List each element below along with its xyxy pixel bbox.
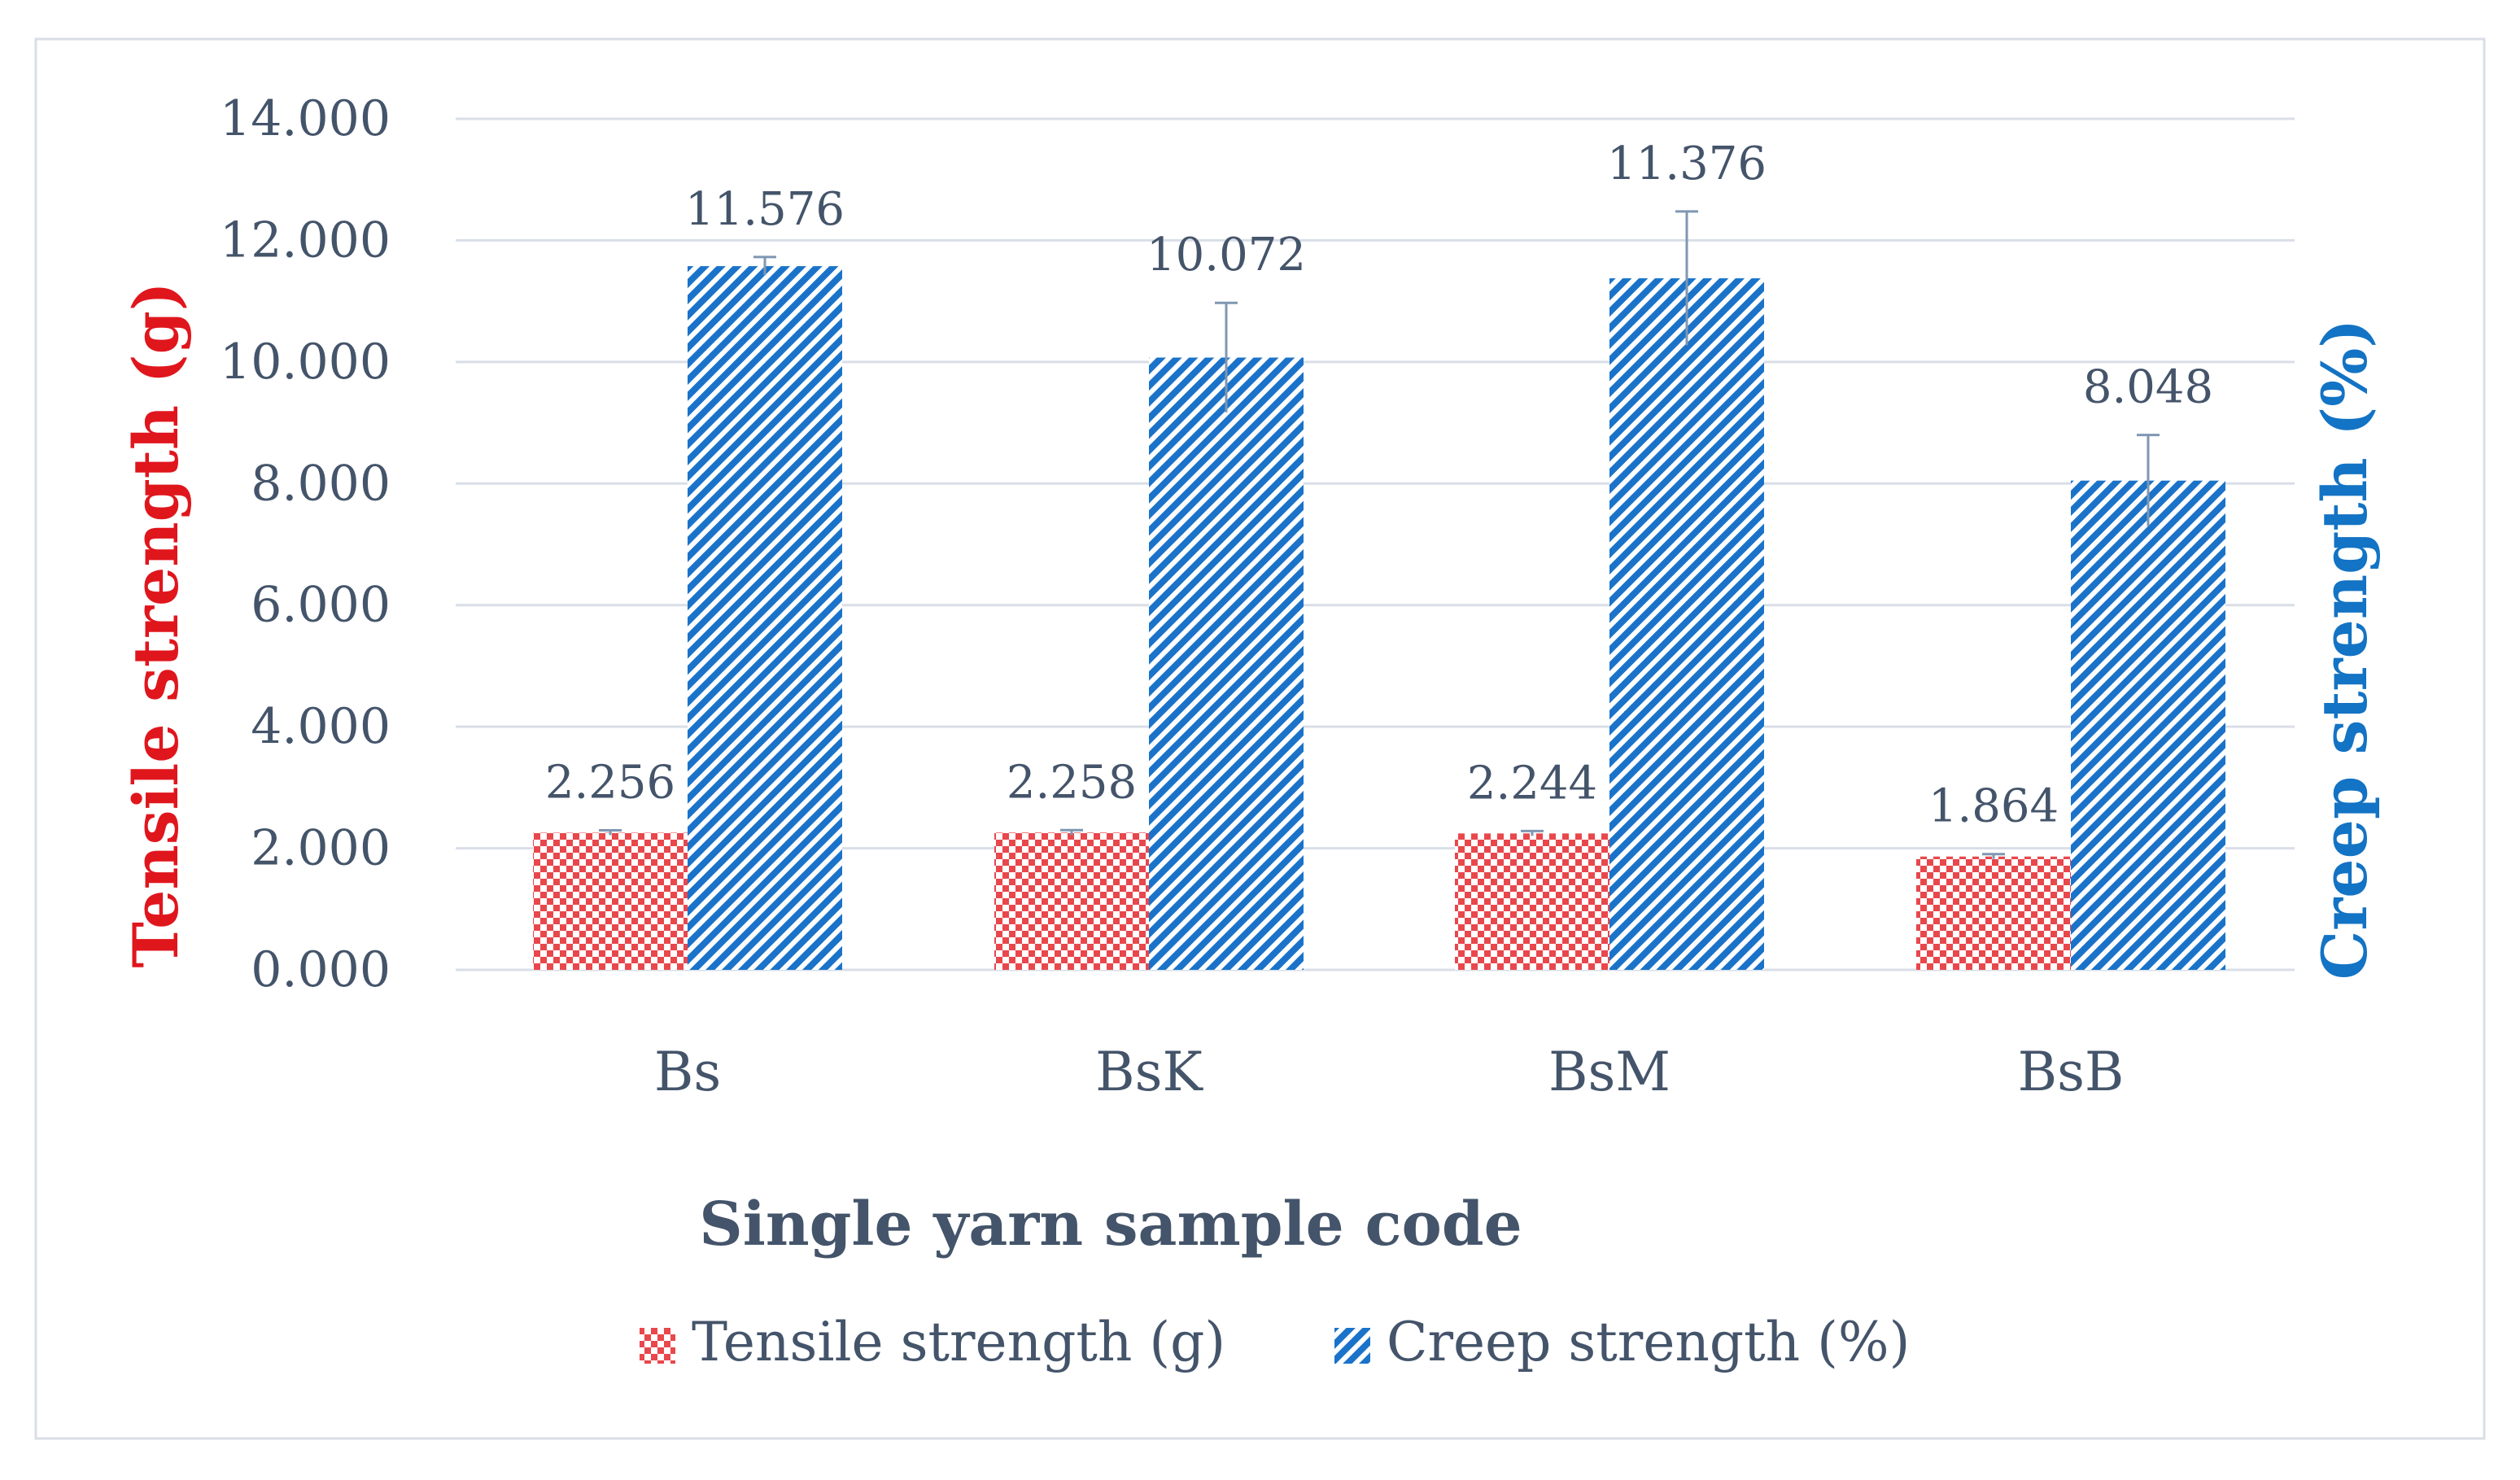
y-tick-label: 14.000 <box>220 90 391 147</box>
left-axis-title: Tensile strength (g) <box>120 282 192 967</box>
bar-creep <box>1609 278 1764 970</box>
bars <box>533 266 2225 970</box>
x-category-label: BsK <box>1095 1041 1203 1103</box>
x-category-label: Bs <box>654 1041 721 1103</box>
error-bars <box>599 210 2160 859</box>
data-label-tensile: 1.864 <box>1928 780 2059 833</box>
data-label-tensile: 2.258 <box>1007 756 1137 809</box>
right-axis-title: Creep strength (%) <box>2308 319 2381 980</box>
data-label-creep: 10.072 <box>1146 229 1306 282</box>
y-tick-label: 12.000 <box>220 212 391 268</box>
data-label-creep: 11.376 <box>1607 138 1767 190</box>
bar-tensile <box>994 832 1149 970</box>
data-label-creep: 11.576 <box>685 183 845 236</box>
bar-tensile <box>1455 833 1609 970</box>
x-category-label: BsB <box>2018 1041 2125 1103</box>
x-axis-title: Single yarn sample code <box>699 1190 1522 1260</box>
data-label-tensile: 2.244 <box>1467 757 1597 810</box>
y-axis-ticks: 0.000 2.000 4.000 6.000 8.000 10.000 12.000 14.… <box>220 90 391 998</box>
legend: Tensile strength (g) Creep strength (%) <box>640 1311 1910 1373</box>
x-axis-categories: Bs BsK BsM BsB <box>654 1041 2125 1103</box>
bar-creep <box>1149 357 1304 970</box>
bar-tensile <box>1916 856 2071 970</box>
y-tick-label: 4.000 <box>251 698 391 755</box>
y-tick-label: 0.000 <box>251 941 391 998</box>
legend-swatch-creep <box>1334 1328 1370 1364</box>
y-tick-label: 10.000 <box>220 334 391 391</box>
y-tick-label: 6.000 <box>251 577 391 634</box>
legend-label-tensile: Tensile strength (g) <box>692 1311 1225 1373</box>
bar-creep <box>2071 480 2225 970</box>
legend-label-creep: Creep strength (%) <box>1387 1311 1910 1373</box>
bar-tensile <box>533 832 688 970</box>
legend-swatch-tensile <box>640 1328 675 1364</box>
bar-creep <box>688 266 842 970</box>
data-labels: 2.256 11.576 2.258 10.072 2.244 11.376 1.864 8.… <box>545 138 2213 833</box>
y-tick-label: 8.000 <box>251 455 391 512</box>
x-category-label: BsM <box>1548 1041 1671 1103</box>
data-label-creep: 8.048 <box>2083 361 2213 414</box>
data-label-tensile: 2.256 <box>545 756 675 809</box>
y-tick-label: 2.000 <box>251 820 391 877</box>
